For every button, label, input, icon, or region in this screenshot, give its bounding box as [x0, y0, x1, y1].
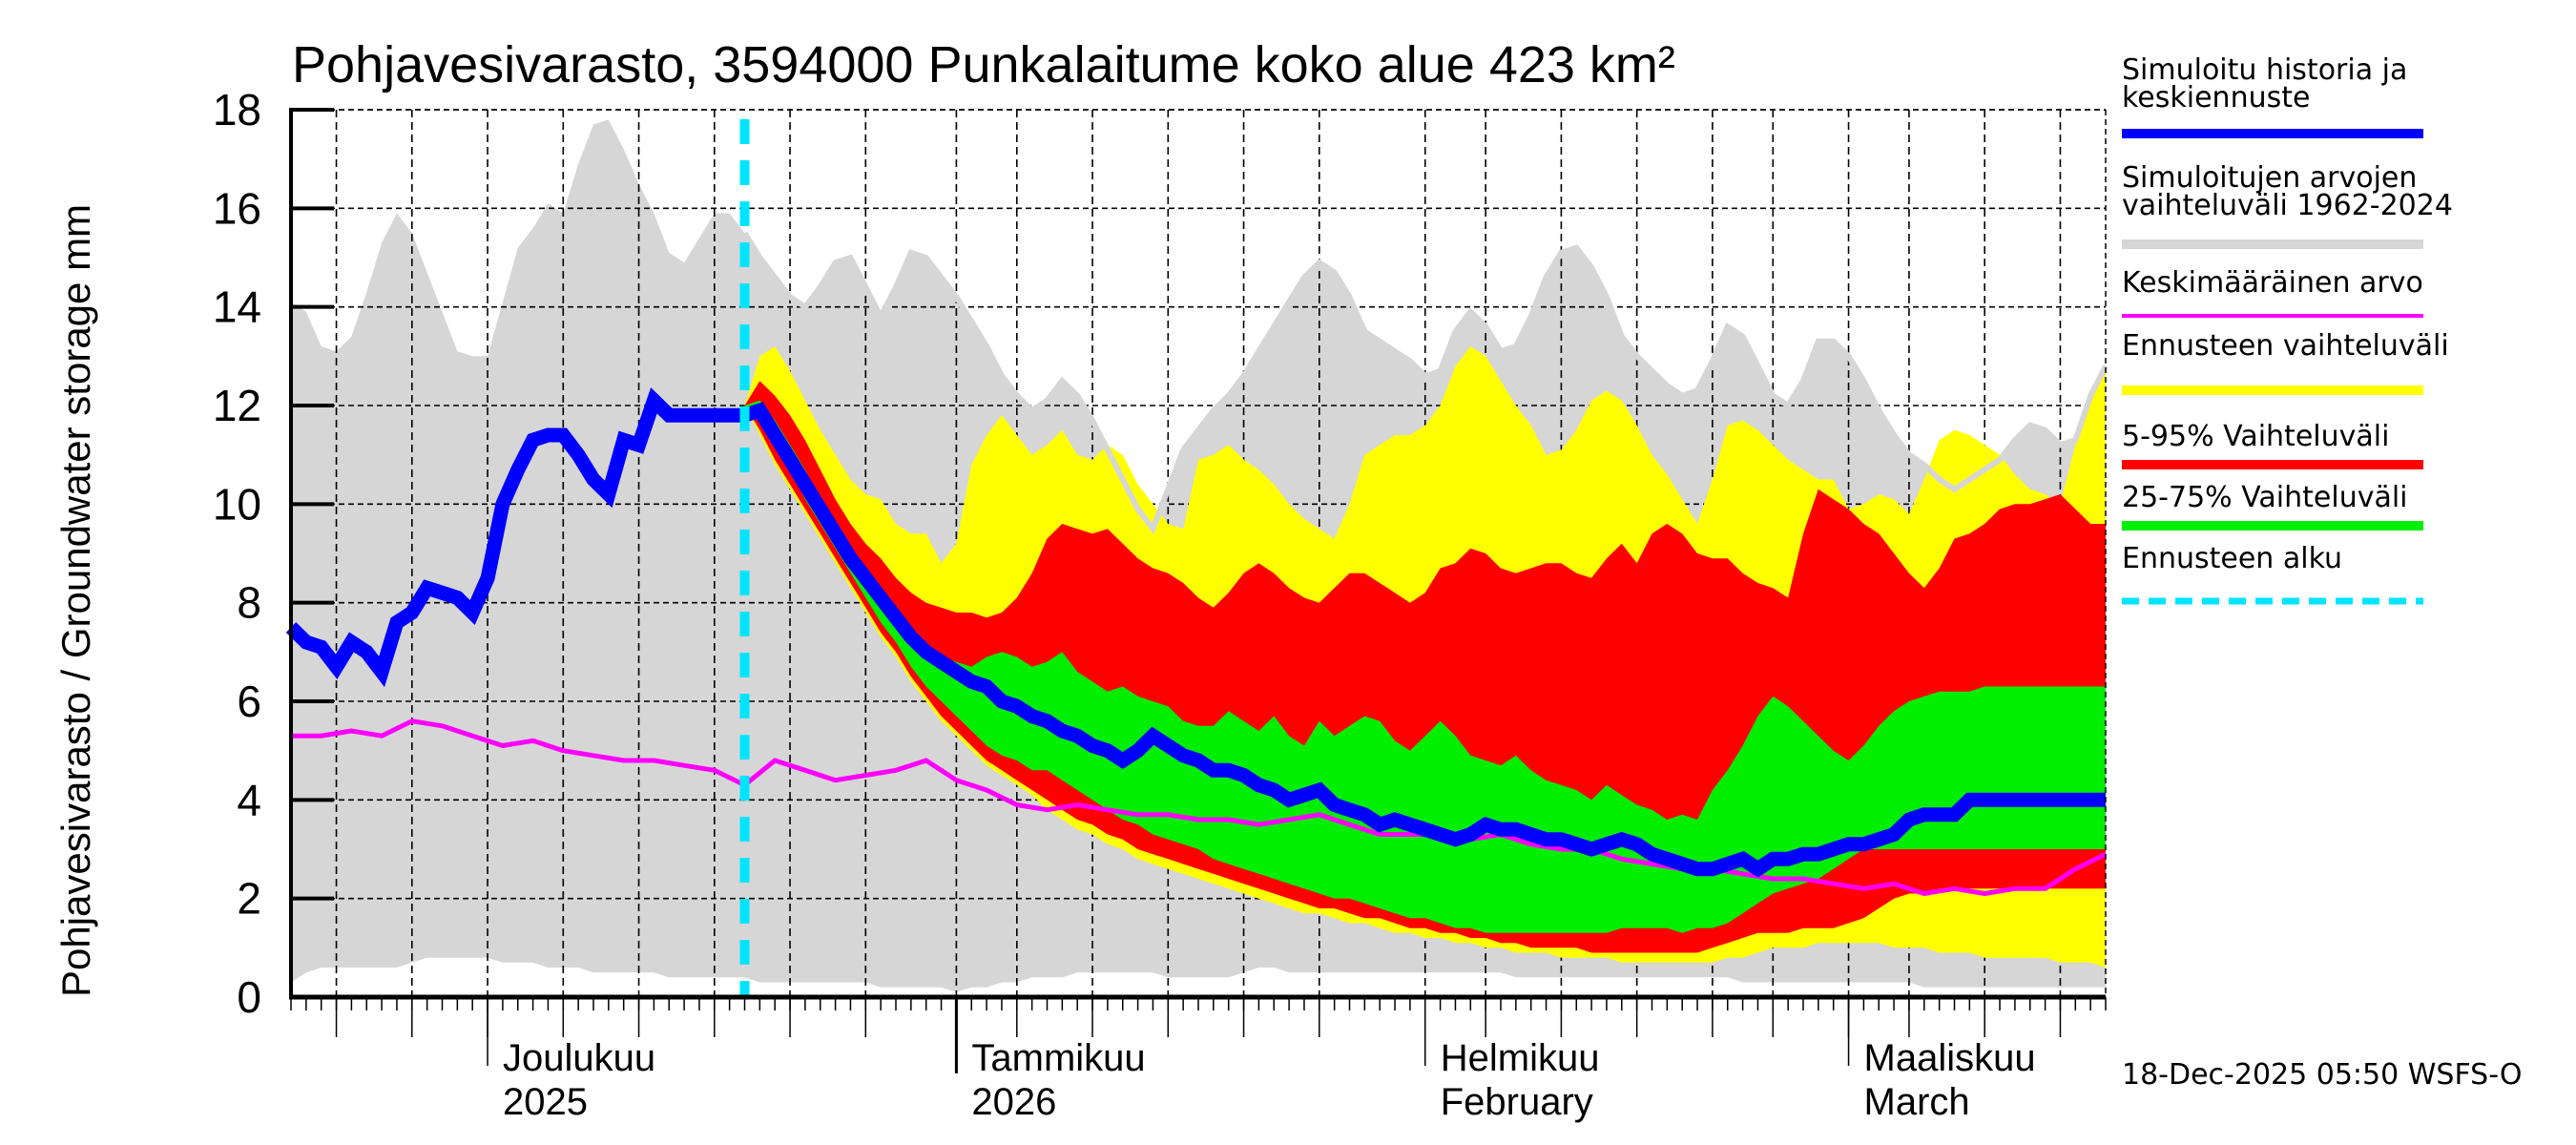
- month-sublabel: 2025: [503, 1081, 588, 1123]
- legend-label: Simuloitu historia ja: [2122, 53, 2407, 87]
- legend-item: Ennusteen vaihteluväli: [2122, 329, 2449, 395]
- y-tick-label: 2: [237, 874, 261, 924]
- legend-swatch: [2122, 314, 2423, 318]
- legend-label: 25-75% Vaihteluväli: [2122, 481, 2408, 514]
- y-tick-label: 6: [237, 677, 261, 726]
- history-median-line: [285, 387, 2106, 878]
- month-label: Tammikuu: [971, 1037, 1145, 1079]
- y-tick-labels: 0 2 4 6 8 10 12 14 16 18: [213, 85, 261, 1022]
- legend-swatch: [2122, 129, 2423, 138]
- legend-item: 25-75% Vaihteluväli: [2122, 481, 2423, 531]
- legend-label: 5-95% Vaihteluväli: [2122, 420, 2389, 453]
- month-label: Maaliskuu: [1864, 1037, 2036, 1079]
- y-tick-label: 8: [237, 578, 261, 628]
- legend-label: Simuloitujen arvojen: [2122, 161, 2417, 195]
- y-tick-label: 14: [213, 282, 261, 332]
- legend: Simuloitu historia jakeskiennusteSimuloi…: [2122, 53, 2453, 605]
- plot-area: [285, 108, 2109, 1037]
- p25-75-range-area: [744, 400, 2106, 933]
- y-tick-label: 16: [213, 183, 261, 233]
- mean-line: [291, 718, 2108, 896]
- month-label: Helmikuu: [1441, 1037, 1600, 1079]
- month-sublabel: 2026: [971, 1081, 1056, 1123]
- y-axis-label: Pohjavesivarasto / Groundwater storage m…: [53, 204, 98, 997]
- y-tick-label: 10: [213, 479, 261, 529]
- legend-swatch: [2122, 239, 2423, 249]
- legend-label-line2: keskiennuste: [2122, 81, 2310, 114]
- legend-label: Keskimääräinen arvo: [2122, 266, 2423, 300]
- legend-swatch: [2122, 385, 2423, 395]
- month-sublabel: March: [1864, 1081, 1970, 1123]
- chart-title: Pohjavesivarasto, 3594000 Punkalaitume k…: [292, 36, 1675, 94]
- legend-item: Keskimääräinen arvo: [2122, 266, 2423, 318]
- y-tick-label: 0: [237, 972, 261, 1022]
- legend-label-line2: vaihteluväli 1962-2024: [2122, 189, 2453, 222]
- legend-item: Ennusteen alku: [2122, 542, 2423, 605]
- historical-range-upper-line: [741, 231, 2109, 535]
- legend-label: Ennusteen vaihteluväli: [2122, 329, 2449, 363]
- y-tick-label: 12: [213, 381, 261, 430]
- legend-item: 5-95% Vaihteluväli: [2122, 420, 2423, 469]
- month-label: Joulukuu: [503, 1037, 655, 1079]
- axes-layer: [289, 108, 2107, 1037]
- legend-swatch: [2122, 460, 2423, 469]
- month-sublabel: February: [1441, 1081, 1593, 1123]
- legend-label: Ennusteen alku: [2122, 542, 2342, 575]
- timestamp: 18-Dec-2025 05:50 WSFS-O: [2122, 1058, 2523, 1092]
- lines-layer: [285, 119, 2108, 997]
- legend-swatch: [2122, 521, 2423, 531]
- y-tick-label: 18: [213, 85, 261, 135]
- forecast-layer: [741, 231, 2109, 968]
- y-tick-label: 4: [237, 775, 261, 824]
